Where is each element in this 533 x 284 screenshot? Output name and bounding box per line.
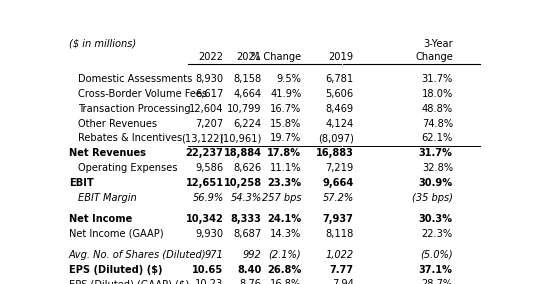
Text: Change: Change (415, 52, 453, 62)
Text: 18.0%: 18.0% (422, 89, 453, 99)
Text: 7.77: 7.77 (330, 265, 354, 275)
Text: 22,237: 22,237 (185, 148, 224, 158)
Text: EPS (Diluted) (GAAP) ($): EPS (Diluted) (GAAP) ($) (69, 279, 189, 284)
Text: 8,687: 8,687 (233, 229, 262, 239)
Text: % Change: % Change (251, 52, 301, 62)
Text: 8,333: 8,333 (231, 214, 262, 224)
Text: 8.76: 8.76 (240, 279, 262, 284)
Text: 4,664: 4,664 (233, 89, 262, 99)
Text: 56.9%: 56.9% (192, 193, 224, 203)
Text: 10.23: 10.23 (195, 279, 224, 284)
Text: 17.8%: 17.8% (267, 148, 301, 158)
Text: (2.1%): (2.1%) (269, 250, 301, 260)
Text: Avg. No. of Shares (Diluted): Avg. No. of Shares (Diluted) (69, 250, 206, 260)
Text: 2019: 2019 (328, 52, 354, 62)
Text: 2021: 2021 (237, 52, 262, 62)
Text: (13,122): (13,122) (181, 133, 224, 143)
Text: 23.3%: 23.3% (267, 178, 301, 188)
Text: 971: 971 (205, 250, 224, 260)
Text: 22.3%: 22.3% (422, 229, 453, 239)
Text: 8,158: 8,158 (233, 74, 262, 84)
Text: 11.1%: 11.1% (270, 163, 301, 173)
Text: 24.1%: 24.1% (267, 214, 301, 224)
Text: Net Income (GAAP): Net Income (GAAP) (69, 229, 163, 239)
Text: 8.40: 8.40 (237, 265, 262, 275)
Text: 19.7%: 19.7% (270, 133, 301, 143)
Text: 41.9%: 41.9% (270, 89, 301, 99)
Text: 5,606: 5,606 (326, 89, 354, 99)
Text: 15.8%: 15.8% (270, 118, 301, 129)
Text: 992: 992 (243, 250, 262, 260)
Text: 16.8%: 16.8% (270, 279, 301, 284)
Text: Transaction Processing: Transaction Processing (78, 104, 190, 114)
Text: 9.5%: 9.5% (277, 74, 301, 84)
Text: 74.8%: 74.8% (422, 118, 453, 129)
Text: 31.7%: 31.7% (422, 74, 453, 84)
Text: 10,799: 10,799 (227, 104, 262, 114)
Text: 8,469: 8,469 (326, 104, 354, 114)
Text: 9,586: 9,586 (196, 163, 224, 173)
Text: 54.3%: 54.3% (230, 193, 262, 203)
Text: 30.9%: 30.9% (418, 178, 453, 188)
Text: Other Revenues: Other Revenues (78, 118, 157, 129)
Text: 257 bps: 257 bps (262, 193, 301, 203)
Text: 10,258: 10,258 (223, 178, 262, 188)
Text: EPS (Diluted) ($): EPS (Diluted) ($) (69, 265, 162, 275)
Text: 32.8%: 32.8% (422, 163, 453, 173)
Text: 16.7%: 16.7% (270, 104, 301, 114)
Text: 30.3%: 30.3% (419, 214, 453, 224)
Text: 8,930: 8,930 (196, 74, 224, 84)
Text: Net Revenues: Net Revenues (69, 148, 146, 158)
Text: 37.1%: 37.1% (419, 265, 453, 275)
Text: Operating Expenses: Operating Expenses (78, 163, 177, 173)
Text: 28.7%: 28.7% (422, 279, 453, 284)
Text: 9,664: 9,664 (322, 178, 354, 188)
Text: (8,097): (8,097) (318, 133, 354, 143)
Text: 7,937: 7,937 (323, 214, 354, 224)
Text: 4,124: 4,124 (326, 118, 354, 129)
Text: 9,930: 9,930 (196, 229, 224, 239)
Text: 26.8%: 26.8% (267, 265, 301, 275)
Text: 6,781: 6,781 (326, 74, 354, 84)
Text: Net Income: Net Income (69, 214, 132, 224)
Text: 6,224: 6,224 (233, 118, 262, 129)
Text: 48.8%: 48.8% (422, 104, 453, 114)
Text: (35 bps): (35 bps) (412, 193, 453, 203)
Text: Rebates & Incentives: Rebates & Incentives (78, 133, 182, 143)
Text: 10.65: 10.65 (192, 265, 224, 275)
Text: 62.1%: 62.1% (422, 133, 453, 143)
Text: ($ in millions): ($ in millions) (69, 39, 136, 49)
Text: 8,626: 8,626 (233, 163, 262, 173)
Text: 8,118: 8,118 (325, 229, 354, 239)
Text: 7.94: 7.94 (332, 279, 354, 284)
Text: 7,219: 7,219 (326, 163, 354, 173)
Text: EBIT: EBIT (69, 178, 93, 188)
Text: (5.0%): (5.0%) (420, 250, 453, 260)
Text: 6,617: 6,617 (195, 89, 224, 99)
Text: 14.3%: 14.3% (270, 229, 301, 239)
Text: 31.7%: 31.7% (419, 148, 453, 158)
Text: Domestic Assessments: Domestic Assessments (78, 74, 192, 84)
Text: 7,207: 7,207 (196, 118, 224, 129)
Text: 12,651: 12,651 (185, 178, 224, 188)
Text: Cross-Border Volume Fees: Cross-Border Volume Fees (78, 89, 207, 99)
Text: (10,961): (10,961) (219, 133, 262, 143)
Text: 16,883: 16,883 (316, 148, 354, 158)
Text: 57.2%: 57.2% (322, 193, 354, 203)
Text: 1,022: 1,022 (326, 250, 354, 260)
Text: 10,342: 10,342 (185, 214, 224, 224)
Text: 2022: 2022 (199, 52, 224, 62)
Text: 3-Year: 3-Year (423, 39, 453, 49)
Text: EBIT Margin: EBIT Margin (78, 193, 136, 203)
Text: 12,604: 12,604 (189, 104, 224, 114)
Text: 18,884: 18,884 (224, 148, 262, 158)
